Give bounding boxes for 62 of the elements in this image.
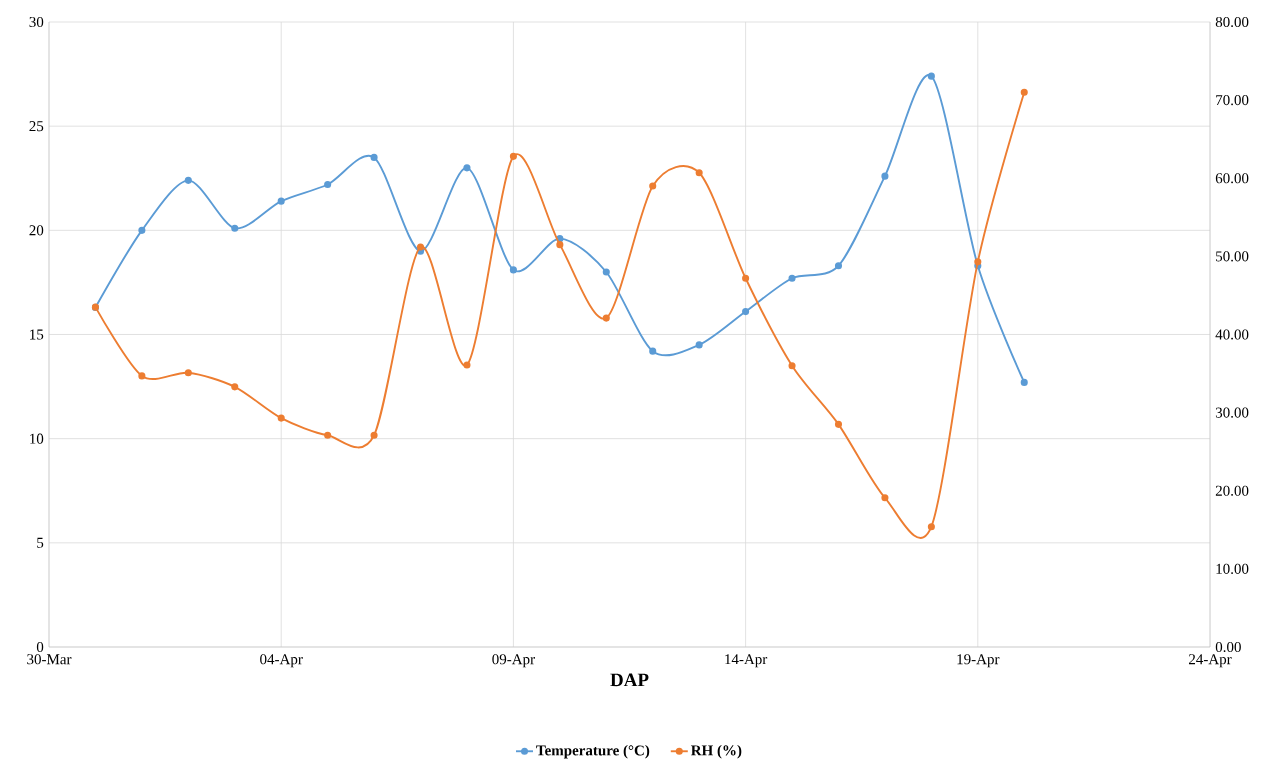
point xyxy=(881,172,889,180)
point xyxy=(138,372,146,380)
x-tick-label: 24-Apr xyxy=(1189,654,1232,668)
point xyxy=(742,274,750,282)
point xyxy=(463,361,471,369)
y-tick-label: 0 xyxy=(36,641,44,653)
x-tick-label: 04-Apr xyxy=(260,654,303,668)
y2-tick-label: 50.00 xyxy=(1216,251,1249,262)
point xyxy=(416,243,425,251)
point xyxy=(788,362,796,370)
point xyxy=(695,341,703,349)
point xyxy=(370,431,378,439)
x-axis-title: DAP xyxy=(610,673,649,687)
point xyxy=(556,241,564,249)
y2-tick-label: 20.00 xyxy=(1215,485,1249,496)
y-tick-label: 5 xyxy=(37,537,44,548)
point xyxy=(184,176,192,184)
point xyxy=(184,369,192,377)
point xyxy=(834,420,843,428)
x-tick-label: 19-Apr xyxy=(957,654,1000,668)
point xyxy=(277,414,285,422)
point xyxy=(834,262,843,270)
y-tick-label: 10 xyxy=(30,433,44,444)
point xyxy=(231,383,239,391)
legend-label: RH (%) xyxy=(690,744,742,759)
point xyxy=(324,180,332,189)
y2-tick-label: 10.00 xyxy=(1216,563,1249,574)
point xyxy=(742,308,750,316)
point xyxy=(788,274,796,282)
point xyxy=(602,268,610,276)
point xyxy=(974,258,982,266)
y-tick-label: 25 xyxy=(29,121,44,132)
y2-tick-label: 30.00 xyxy=(1215,407,1249,418)
x-tick-label: 09-Apr xyxy=(492,654,535,668)
point xyxy=(602,314,610,322)
point xyxy=(649,182,657,190)
point xyxy=(463,164,471,172)
y2-tick-label: 80.00 xyxy=(1215,16,1249,28)
y-tick-label: 15 xyxy=(30,329,44,340)
point xyxy=(927,72,935,80)
point xyxy=(1020,88,1028,96)
point xyxy=(509,266,517,274)
point xyxy=(277,197,285,205)
point xyxy=(695,169,703,177)
point xyxy=(509,152,517,160)
y2-tick-label: 60.00 xyxy=(1215,173,1249,184)
point xyxy=(324,431,332,439)
y2-tick-label: 0.00 xyxy=(1215,641,1241,653)
y-tick-label: 20 xyxy=(29,225,44,236)
x-tick-label: 30-Mar xyxy=(27,654,72,665)
point xyxy=(1020,378,1028,386)
y-tick-label: 30 xyxy=(29,16,44,28)
point xyxy=(649,347,657,355)
legend-label: Temperature (°C) xyxy=(536,744,650,759)
x-tick-label: 14-Apr xyxy=(725,654,768,668)
point xyxy=(881,494,889,502)
y2-tick-label: 40.00 xyxy=(1215,329,1249,340)
point xyxy=(370,153,378,161)
point xyxy=(138,226,146,234)
point xyxy=(927,523,935,531)
y2-tick-label: 70.00 xyxy=(1216,95,1249,106)
point xyxy=(231,224,239,232)
